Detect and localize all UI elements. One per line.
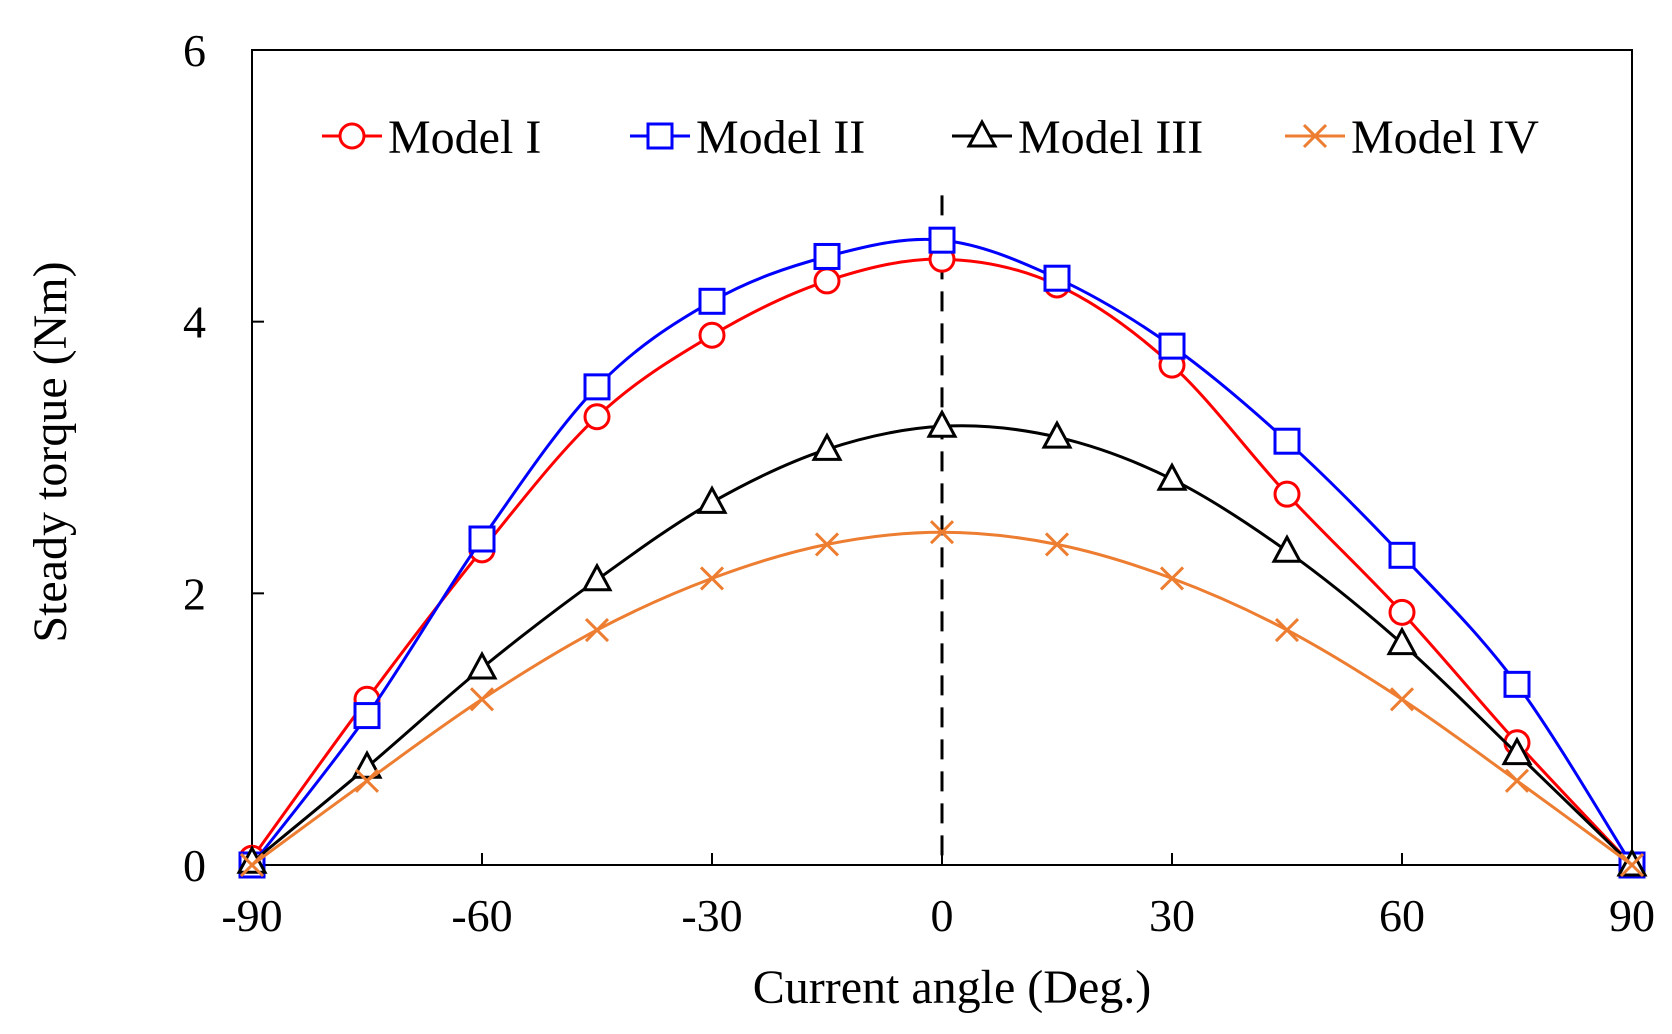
x-tick-label: 30 bbox=[1149, 890, 1195, 941]
data-point bbox=[1156, 462, 1188, 491]
legend-marker bbox=[1302, 123, 1328, 149]
legend-item: Model I bbox=[322, 111, 541, 164]
data-point bbox=[1158, 332, 1186, 360]
data-point bbox=[699, 566, 725, 591]
data-point bbox=[1504, 768, 1530, 793]
data-point bbox=[351, 750, 383, 779]
data-point bbox=[1388, 598, 1416, 626]
data-point bbox=[1273, 480, 1301, 508]
x-tick-label: 90 bbox=[1609, 890, 1655, 941]
legend-marker bbox=[338, 122, 366, 150]
legend-item: Model II bbox=[630, 111, 865, 164]
x-tick-label: -90 bbox=[221, 890, 282, 941]
data-point bbox=[1159, 566, 1185, 591]
data-point bbox=[929, 520, 955, 545]
data-point bbox=[813, 267, 841, 295]
data-point bbox=[584, 617, 610, 643]
legend-item: Model III bbox=[952, 111, 1203, 164]
data-point bbox=[583, 403, 611, 431]
data-point bbox=[469, 687, 495, 712]
x-tick-label: 0 bbox=[931, 890, 954, 941]
y-axis-title: Steady torque (Nm) bbox=[24, 261, 77, 642]
data-point bbox=[468, 525, 496, 553]
data-point bbox=[354, 768, 380, 793]
legend-marker bbox=[646, 122, 674, 150]
legend-marker bbox=[966, 118, 998, 148]
series-model-iii bbox=[236, 409, 1648, 877]
data-point bbox=[1044, 532, 1070, 557]
legend-label: Model III bbox=[1018, 111, 1203, 164]
data-point bbox=[928, 226, 956, 254]
data-point bbox=[1501, 736, 1533, 766]
data-point bbox=[1271, 534, 1303, 563]
data-point bbox=[814, 532, 840, 557]
data-point bbox=[696, 485, 728, 514]
data-point bbox=[583, 373, 611, 401]
data-point bbox=[698, 287, 726, 315]
legend-label: Model II bbox=[696, 111, 865, 164]
series-model-iv bbox=[239, 520, 1645, 878]
y-tick-label: 4 bbox=[183, 297, 206, 348]
data-point bbox=[813, 242, 841, 270]
x-tick-label: 60 bbox=[1379, 890, 1425, 941]
data-point bbox=[466, 650, 498, 680]
data-point bbox=[811, 432, 843, 461]
legend-label: Model I bbox=[388, 111, 541, 164]
data-point bbox=[1619, 852, 1645, 878]
data-point bbox=[1041, 419, 1073, 449]
y-tick-label: 6 bbox=[183, 25, 206, 76]
data-point bbox=[926, 409, 958, 438]
legend-item: Model IV bbox=[1285, 111, 1539, 164]
x-tick-label: -30 bbox=[681, 890, 742, 941]
data-point bbox=[239, 852, 265, 878]
data-point bbox=[581, 562, 613, 592]
data-point bbox=[1043, 264, 1071, 292]
data-point bbox=[1389, 687, 1415, 712]
y-tick-label: 2 bbox=[183, 568, 206, 619]
data-point bbox=[353, 702, 381, 730]
y-tick-label: 0 bbox=[183, 840, 206, 891]
data-point bbox=[1388, 541, 1416, 569]
data-point bbox=[1273, 427, 1301, 455]
data-point bbox=[1503, 670, 1531, 698]
legend-label: Model IV bbox=[1351, 111, 1539, 164]
data-point bbox=[1274, 617, 1300, 643]
x-axis-title: Current angle (Deg.) bbox=[753, 961, 1152, 1014]
data-point bbox=[1386, 626, 1418, 656]
data-point bbox=[698, 321, 726, 349]
x-tick-label: -60 bbox=[451, 890, 512, 941]
